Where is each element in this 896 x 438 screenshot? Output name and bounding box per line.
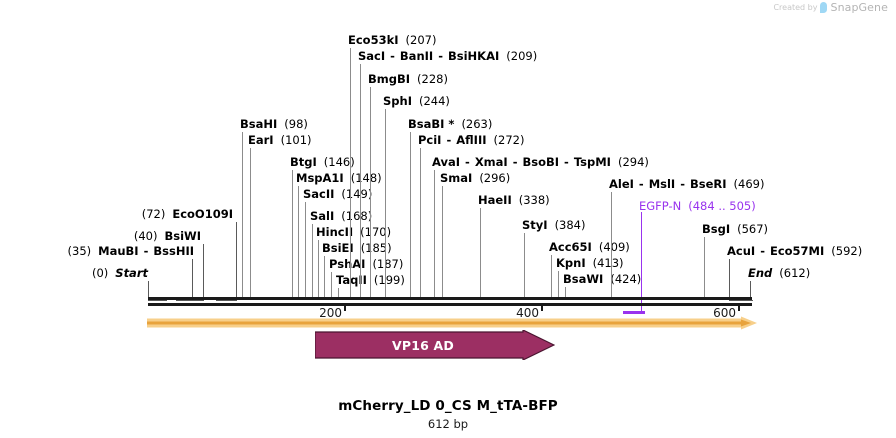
enzyme-label-avai-xmai-bsobi-tspmi[interactable]: AvaI - XmaI - BsoBI - TspMI (294)	[432, 155, 649, 169]
feature-label-egfp-n[interactable]: EGFP-N (484 .. 505)	[639, 199, 756, 213]
ruler-tick-400	[541, 304, 543, 311]
enzyme-label-acc65i[interactable]: Acc65I (409)	[549, 240, 630, 254]
enzyme-label-eco53ki[interactable]: Eco53kI (207)	[348, 33, 437, 47]
leader-line-bsgi	[704, 237, 705, 300]
snapgene-logo-icon	[820, 2, 828, 13]
enzyme-label-smai[interactable]: SmaI (296)	[440, 171, 511, 185]
enzyme-label-bsiei[interactable]: BsiEI (185)	[322, 241, 392, 255]
enzyme-label-sali[interactable]: SalI (168)	[310, 209, 373, 223]
enzyme-label-sacii[interactable]: SacII (149)	[303, 187, 373, 201]
leader-line-bmgbi	[370, 87, 371, 300]
leader-line-smai	[442, 186, 443, 300]
enzyme-label-pcii-afliii[interactable]: PciI - AflIII (272)	[418, 133, 525, 147]
leader-line-acc65i	[551, 255, 552, 300]
enzyme-label-bsawi[interactable]: BsaWI (424)	[563, 272, 642, 286]
leader-line-egfp-n	[641, 212, 642, 311]
leader-line-saci	[360, 64, 361, 300]
sequence-start-label[interactable]: (0) Start	[91, 266, 148, 280]
sequence-end-label[interactable]: End (612)	[748, 266, 811, 280]
leader-elbow-bsiwi	[185, 244, 204, 301]
leader-line-sacii	[305, 202, 306, 300]
enzyme-label-bsabi[interactable]: BsaBI * (263)	[408, 117, 493, 131]
enzyme-label-bsiwi[interactable]: (40) BsiWI	[133, 229, 201, 243]
feature-bar-egfp-n[interactable]	[623, 311, 645, 314]
leader-elbow-acui	[729, 259, 750, 301]
leader-line-hincii	[318, 240, 319, 300]
leader-line-mspa1i	[298, 186, 299, 300]
enzyme-label-sphi[interactable]: SphI (244)	[383, 94, 450, 108]
orf-axis-arrow	[147, 316, 757, 330]
leader-line-kpni	[558, 271, 559, 300]
enzyme-label-ecoo109i[interactable]: (72) EcoO109I	[141, 207, 233, 221]
leader-elbow-maubi	[176, 259, 193, 301]
leader-line-bsabi	[410, 132, 411, 300]
leader-line-taqii	[338, 288, 339, 300]
enzyme-label-bsahi[interactable]: BsaHI (98)	[240, 117, 308, 131]
enzyme-label-alei-mslii-bseri[interactable]: AleI - MslI - BseRI (469)	[609, 177, 765, 191]
leader-line-avai	[434, 170, 435, 300]
map-title-block: mCherry_LD 0_CS M_tTA-BFP 612 bp	[0, 398, 896, 431]
construct-length: 612 bp	[427, 417, 469, 431]
sequence-backbone-top	[148, 297, 752, 300]
leader-line-bsiei	[324, 256, 325, 300]
ruler-tick-600	[738, 304, 740, 311]
enzyme-label-bsgi[interactable]: BsgI (567)	[702, 222, 769, 236]
leader-line-bsawi	[565, 287, 566, 300]
enzyme-label-kpni[interactable]: KpnI (413)	[556, 256, 624, 270]
sequence-backbone-bottom	[148, 303, 752, 306]
construct-name: mCherry_LD 0_CS M_tTA-BFP	[338, 398, 558, 414]
leader-line-btgi	[292, 170, 293, 300]
enzyme-label-styi[interactable]: StyI (384)	[522, 218, 586, 232]
leader-elbow-end	[750, 281, 753, 301]
leader-line-styi	[524, 233, 525, 300]
feature-arrow-label: VP16 AD	[392, 338, 454, 353]
enzyme-label-bmgbi[interactable]: BmgBI (228)	[368, 72, 448, 86]
ruler-label-600: 600	[713, 306, 736, 320]
leader-line-pcii	[420, 148, 421, 300]
ruler-label-400: 400	[516, 306, 539, 320]
leader-line-alei	[611, 192, 612, 300]
leader-elbow-ecoo109i	[216, 222, 237, 301]
enzyme-label-maubi-bsshii[interactable]: (35) MauBI - BssHII	[67, 244, 194, 258]
watermark-created-by: Created by	[773, 2, 818, 12]
enzyme-label-taqii[interactable]: TaqII (199)	[336, 273, 405, 287]
enzyme-label-btgi[interactable]: BtgI (146)	[290, 155, 355, 169]
leader-line-haeii	[480, 208, 481, 300]
leader-elbow-start	[148, 281, 167, 301]
leader-line-eco53ki	[350, 48, 351, 300]
feature-arrow-vp16-ad[interactable]: VP16 AD	[315, 330, 555, 360]
enzyme-label-haeii[interactable]: HaeII (338)	[478, 193, 550, 207]
enzyme-label-hincii[interactable]: HincII (170)	[316, 225, 392, 239]
enzyme-label-acui-eco57mi[interactable]: AcuI - Eco57MI (592)	[727, 244, 863, 258]
ruler-label-200: 200	[319, 306, 342, 320]
leader-line-eari	[250, 148, 251, 300]
leader-line-sali	[312, 224, 313, 300]
ruler-tick-200	[344, 304, 346, 311]
enzyme-label-saci-banii-bsihkai[interactable]: SacI - BanII - BsiHKAI (209)	[358, 49, 538, 63]
snapgene-watermark: Created by SnapGene	[773, 2, 888, 13]
enzyme-label-pshai[interactable]: PshAI (187)	[329, 257, 404, 271]
leader-line-bsahi	[242, 132, 243, 300]
leader-line-sphi	[385, 109, 386, 300]
enzyme-label-eari[interactable]: EarI (101)	[248, 133, 312, 147]
enzyme-label-mspa1i[interactable]: MspA1I (148)	[296, 171, 382, 185]
watermark-product: SnapGene	[830, 0, 888, 14]
leader-line-pshai	[331, 272, 332, 300]
